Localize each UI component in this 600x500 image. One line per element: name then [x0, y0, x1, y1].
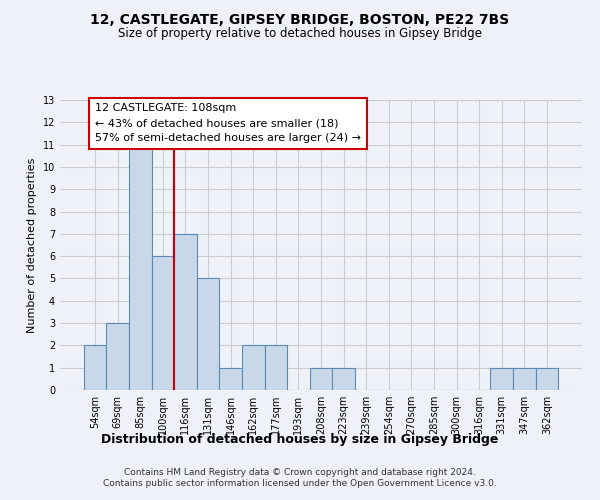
- Bar: [513, 368, 536, 390]
- Bar: [220, 368, 242, 390]
- Bar: [265, 346, 287, 390]
- Bar: [490, 368, 513, 390]
- Bar: [310, 368, 332, 390]
- Bar: [84, 346, 106, 390]
- Text: Size of property relative to detached houses in Gipsey Bridge: Size of property relative to detached ho…: [118, 28, 482, 40]
- Bar: [174, 234, 197, 390]
- Bar: [129, 144, 152, 390]
- Bar: [197, 278, 220, 390]
- Text: Contains HM Land Registry data © Crown copyright and database right 2024.
Contai: Contains HM Land Registry data © Crown c…: [103, 468, 497, 487]
- Bar: [152, 256, 174, 390]
- Bar: [536, 368, 558, 390]
- Bar: [242, 346, 265, 390]
- Text: 12 CASTLEGATE: 108sqm
← 43% of detached houses are smaller (18)
57% of semi-deta: 12 CASTLEGATE: 108sqm ← 43% of detached …: [95, 104, 361, 143]
- Text: Distribution of detached houses by size in Gipsey Bridge: Distribution of detached houses by size …: [101, 432, 499, 446]
- Y-axis label: Number of detached properties: Number of detached properties: [27, 158, 37, 332]
- Bar: [106, 323, 129, 390]
- Text: 12, CASTLEGATE, GIPSEY BRIDGE, BOSTON, PE22 7BS: 12, CASTLEGATE, GIPSEY BRIDGE, BOSTON, P…: [91, 12, 509, 26]
- Bar: [332, 368, 355, 390]
